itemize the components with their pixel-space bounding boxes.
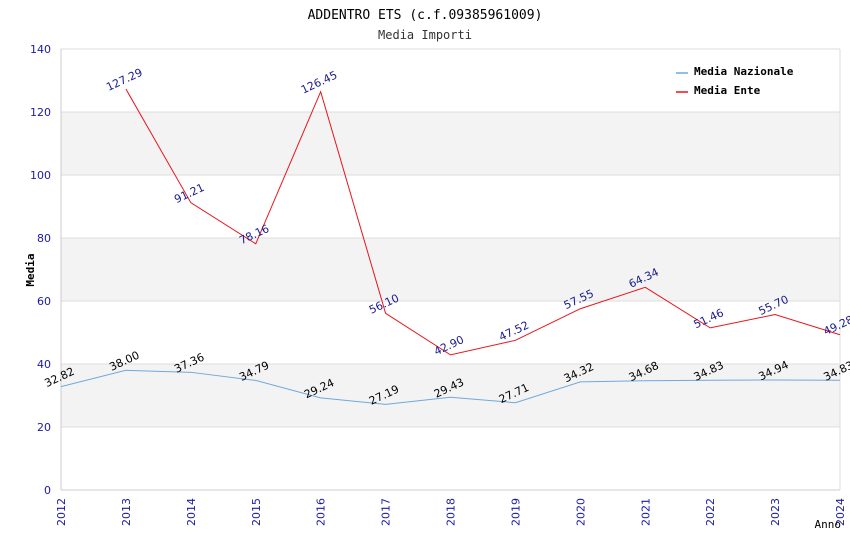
data-label-media-ente-2019: 47.52 bbox=[497, 319, 531, 344]
axes bbox=[60, 49, 840, 491]
x-tick-label-2024: 2024 bbox=[834, 498, 847, 526]
y-tick-label-40: 40 bbox=[37, 358, 51, 371]
y-tick-label-80: 80 bbox=[37, 232, 51, 245]
background-bands bbox=[61, 112, 840, 427]
series-line-media-nazionale bbox=[60, 369, 841, 405]
y-tick-labels: 0 20 40 60 80 100 120 140 bbox=[30, 43, 51, 497]
x-tick-label-2015: 2015 bbox=[250, 498, 263, 526]
band-60-80 bbox=[61, 238, 840, 301]
y-axis-label: Media bbox=[24, 253, 37, 286]
y-tick-label-100: 100 bbox=[30, 169, 51, 182]
data-label-media-ente-2016: 126.45 bbox=[299, 68, 339, 96]
band-20-40 bbox=[61, 364, 840, 427]
data-label-media-ente-2013: 127.29 bbox=[104, 66, 144, 94]
x-tick-label-2023: 2023 bbox=[769, 498, 782, 526]
x-tick-label-2021: 2021 bbox=[639, 498, 652, 526]
x-tick-label-2022: 2022 bbox=[704, 498, 717, 526]
y-tick-label-20: 20 bbox=[37, 421, 51, 434]
y-tick-label-120: 120 bbox=[30, 106, 51, 119]
x-axis-label: Anno bbox=[815, 518, 842, 531]
y-tick-label-60: 60 bbox=[37, 295, 51, 308]
x-tick-label-2018: 2018 bbox=[445, 498, 458, 526]
legend-label-media-nazionale: Media Nazionale bbox=[694, 65, 794, 78]
data-label-media-ente-2014: 91.21 bbox=[172, 181, 206, 206]
x-tick-label-2020: 2020 bbox=[574, 498, 587, 526]
y-tick-label-140: 140 bbox=[30, 43, 51, 56]
x-tick-label-2014: 2014 bbox=[185, 498, 198, 526]
series-line-media-ente bbox=[125, 88, 841, 356]
series-lines bbox=[60, 88, 841, 405]
legend-label-media-ente: Media Ente bbox=[694, 84, 761, 97]
chart-subtitle: Media Importi bbox=[378, 28, 472, 42]
x-tick-labels: 2012 2013 2014 2015 2016 2017 2018 2019 2020 2021… bbox=[55, 498, 847, 526]
data-label-media-ente-2024: 49.28 bbox=[821, 313, 850, 338]
x-tick-label-2017: 2017 bbox=[380, 498, 393, 526]
legend: Media Nazionale Media Ente bbox=[676, 65, 794, 97]
x-tick-label-2019: 2019 bbox=[509, 498, 522, 526]
chart-title: ADDENTRO ETS (c.f.09385961009) bbox=[308, 8, 543, 23]
y-tick-label-0: 0 bbox=[44, 484, 51, 497]
band-100-120 bbox=[61, 112, 840, 175]
x-tick-label-2016: 2016 bbox=[315, 498, 328, 526]
x-tick-label-2013: 2013 bbox=[120, 498, 133, 526]
x-tick-label-2012: 2012 bbox=[55, 498, 68, 526]
